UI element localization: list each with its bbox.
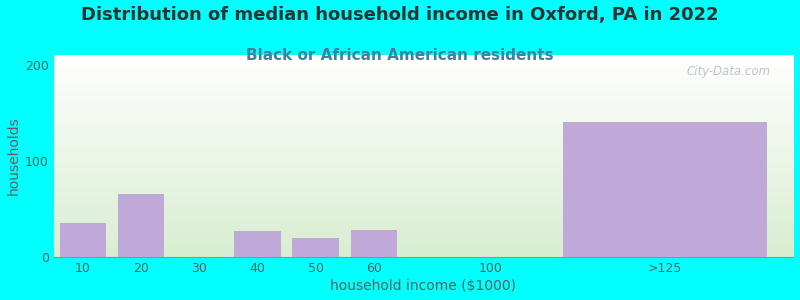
Text: Distribution of median household income in Oxford, PA in 2022: Distribution of median household income … [81,6,719,24]
Text: City-Data.com: City-Data.com [686,65,771,78]
Bar [350,230,398,257]
Y-axis label: households: households [7,117,21,195]
Bar [293,238,339,257]
Bar [563,122,767,257]
Bar [60,223,106,257]
Bar [118,194,165,257]
Bar [234,231,281,257]
Text: Black or African American residents: Black or African American residents [246,48,554,63]
X-axis label: household income ($1000): household income ($1000) [330,279,517,293]
